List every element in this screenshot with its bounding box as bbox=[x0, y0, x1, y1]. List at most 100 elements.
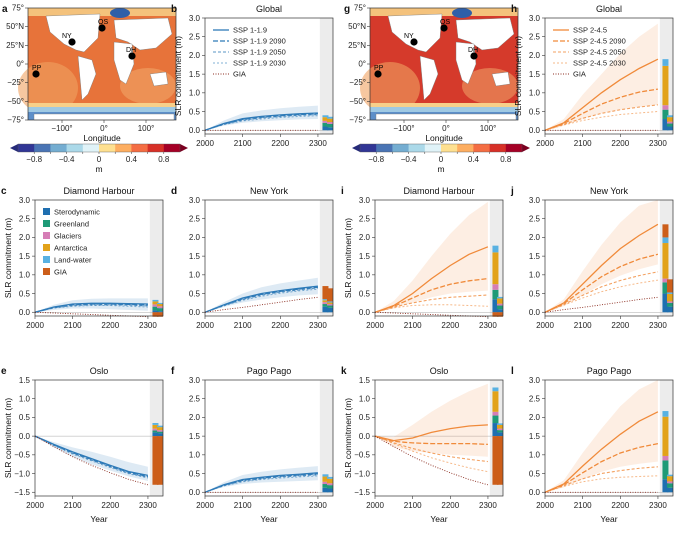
component-bar bbox=[492, 387, 499, 392]
ytick-label: 0.5 bbox=[529, 107, 541, 116]
component-bar bbox=[322, 117, 329, 121]
ytick-label: 1.5 bbox=[529, 70, 541, 79]
ytick-label: −75° bbox=[7, 116, 24, 125]
ytick-label: 0.5 bbox=[529, 469, 541, 478]
component-bar bbox=[496, 436, 503, 485]
panel-label: l bbox=[511, 366, 514, 377]
series-line bbox=[374, 435, 488, 473]
component-bar bbox=[666, 121, 673, 124]
land-mass bbox=[455, 41, 477, 85]
x-axis-label: Year bbox=[600, 514, 617, 524]
panel-label: h bbox=[511, 4, 517, 15]
ytick-label: 0.0 bbox=[189, 126, 201, 135]
component-bar bbox=[666, 292, 673, 294]
panel-label: k bbox=[341, 366, 347, 377]
axes-frame bbox=[204, 17, 334, 135]
arctic-low bbox=[110, 8, 130, 18]
component-bar bbox=[152, 436, 159, 485]
city-marker bbox=[410, 38, 418, 46]
component-bar bbox=[496, 312, 503, 317]
component-bar bbox=[496, 423, 503, 425]
component-label: Sterodynamic bbox=[54, 208, 100, 217]
component-bar bbox=[662, 119, 669, 131]
component-bar bbox=[156, 431, 163, 434]
component-bar bbox=[156, 302, 163, 305]
ytick-label: 1.5 bbox=[19, 376, 31, 385]
series-line bbox=[34, 435, 149, 479]
xtick-label: 2300 bbox=[649, 501, 667, 510]
ytick-label: 2.0 bbox=[529, 233, 541, 242]
xtick-label: 2000 bbox=[366, 321, 384, 330]
land-mass bbox=[419, 55, 439, 101]
series-line bbox=[544, 279, 658, 313]
ytick-label: 2.5 bbox=[189, 33, 201, 42]
ytick-label: 3.0 bbox=[529, 376, 541, 385]
xtick-label: 2200 bbox=[271, 321, 289, 330]
ytick-label: 25°N bbox=[348, 41, 366, 50]
xtick-label: 2200 bbox=[271, 139, 289, 148]
xtick-label: 2100 bbox=[234, 321, 252, 330]
city-marker bbox=[374, 70, 382, 78]
series-line bbox=[204, 288, 318, 313]
panel-title: Pago Pago bbox=[587, 366, 632, 376]
series-line bbox=[374, 304, 488, 313]
component-bar bbox=[496, 303, 503, 306]
series-line bbox=[544, 442, 659, 493]
colorbar-segment bbox=[473, 144, 490, 152]
ytick-label: 2.0 bbox=[189, 233, 201, 242]
map-panel-a: a 75° 50°N 25°N 0° −25° −50° −75° −100° 0° 100° Lon… bbox=[2, 4, 188, 174]
component-bar bbox=[326, 488, 333, 493]
ytick-label: −25° bbox=[349, 78, 366, 87]
component-bar bbox=[666, 115, 673, 118]
component-label: Glaciers bbox=[54, 232, 82, 241]
component-bar bbox=[156, 311, 163, 313]
city-label: PP bbox=[32, 65, 42, 72]
series-line bbox=[34, 435, 149, 477]
component-bar bbox=[152, 299, 159, 302]
component-bar bbox=[156, 427, 163, 431]
city-label: DH bbox=[468, 47, 478, 54]
component-bar bbox=[662, 65, 669, 106]
series-line bbox=[374, 294, 488, 313]
component-bar bbox=[492, 245, 499, 253]
component-bar bbox=[496, 430, 503, 433]
colorbar-tick-label: −0.8 bbox=[368, 155, 384, 164]
component-bar bbox=[322, 481, 329, 485]
colorbar-segment bbox=[99, 144, 116, 152]
map-panel-g: g 75° 50°N 25°N 0° −25° −50° −75° −100° 0° 100° Lon… bbox=[344, 4, 530, 174]
component-bar bbox=[322, 115, 329, 118]
panel-title: Diamond Harbour bbox=[63, 186, 134, 196]
ytick-label: 0.0 bbox=[529, 126, 541, 135]
component-swatch bbox=[43, 244, 50, 251]
uncertainty-band bbox=[205, 466, 318, 493]
ytick-label: 3.0 bbox=[189, 376, 201, 385]
component-bar bbox=[156, 308, 163, 312]
series-line bbox=[544, 271, 659, 313]
component-label: Antarctica bbox=[54, 244, 88, 253]
component-bar bbox=[662, 243, 669, 279]
ytick-label: 1.5 bbox=[359, 376, 371, 385]
series-line bbox=[204, 472, 318, 493]
axes-frame bbox=[544, 379, 674, 497]
panel-title: Global bbox=[596, 4, 622, 14]
uncertainty-band bbox=[545, 380, 658, 493]
panel-label: g bbox=[344, 4, 350, 15]
ytick-label: 1.5 bbox=[189, 252, 201, 261]
ytick-label: 1.0 bbox=[189, 451, 201, 460]
series-line bbox=[34, 305, 148, 313]
series-line bbox=[374, 424, 488, 442]
colorbar-segment bbox=[115, 144, 132, 152]
component-bar bbox=[326, 122, 333, 124]
colorbar-tick-label: 0.8 bbox=[158, 155, 170, 164]
component-bar bbox=[322, 304, 329, 307]
ytick-label: 1.0 bbox=[529, 89, 541, 98]
ytick-label: 2.0 bbox=[189, 413, 201, 422]
xtick-label: 2200 bbox=[441, 501, 459, 510]
axes-frame bbox=[204, 379, 334, 497]
xtick-label: 100° bbox=[480, 124, 497, 133]
colorbar-tick-label: −0.8 bbox=[26, 155, 42, 164]
component-bar bbox=[326, 485, 333, 489]
ytick-label: 50°N bbox=[348, 22, 366, 31]
axes-frame bbox=[34, 379, 164, 497]
legend-label: SSP 1-1.9 2050 bbox=[233, 48, 286, 57]
